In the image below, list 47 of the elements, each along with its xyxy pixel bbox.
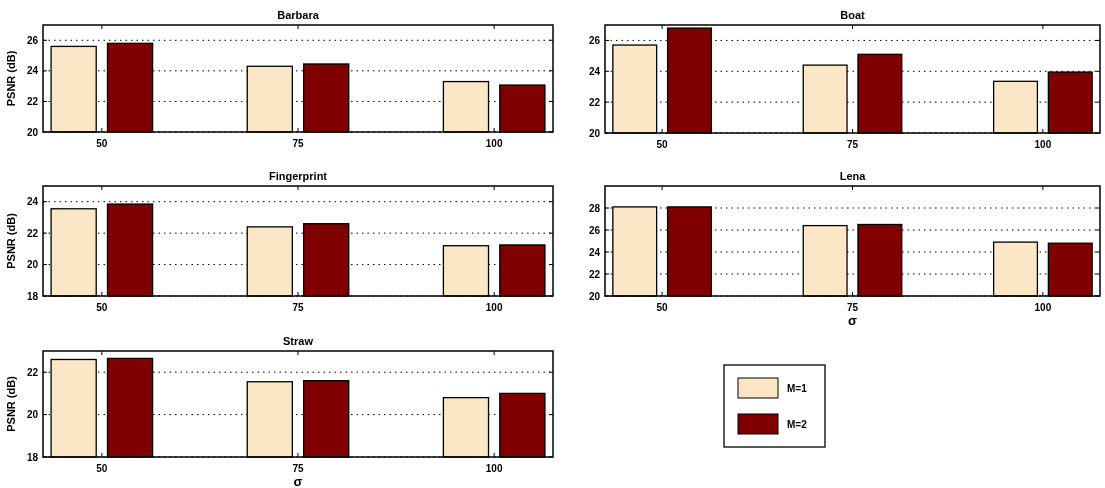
y-axis-title: PSNR (dB) [5, 50, 17, 107]
x-tick-label: 50 [96, 463, 108, 474]
y-tick-label: 22 [588, 96, 601, 108]
chart-title: Straw [283, 335, 314, 347]
y-tick-label: 22 [588, 268, 601, 280]
x-tick-label: 75 [292, 302, 304, 313]
chart-title: Lena [839, 170, 867, 182]
x-tick-label: 50 [96, 138, 108, 149]
x-tick-label: 75 [846, 302, 859, 313]
y-axis-title: PSNR (dB) [5, 375, 17, 432]
y-axis-title: PSNR (dB) [5, 212, 17, 269]
x-tick-label: 50 [656, 139, 669, 150]
x-tick-label: 100 [485, 463, 503, 474]
y-tick-label: 18 [26, 290, 39, 302]
y-tick-label: 26 [588, 224, 601, 236]
y-tick-label: 24 [26, 196, 39, 208]
x-axis-title: σ [848, 313, 858, 328]
x-tick-label: 50 [656, 302, 669, 313]
y-tick-label: 20 [588, 127, 601, 139]
x-tick-label: 75 [846, 139, 859, 150]
legend-label: M=1 [787, 382, 808, 394]
y-tick-label: 26 [26, 34, 39, 46]
chart-title: Boat [840, 9, 866, 21]
legend-label: M=2 [787, 418, 808, 430]
y-tick-label: 20 [26, 409, 39, 421]
y-tick-label: 20 [26, 126, 39, 138]
x-axis-title: σ [293, 474, 303, 488]
y-tick-label: 20 [588, 290, 601, 302]
x-tick-label: 100 [485, 138, 503, 149]
x-tick-label: 100 [485, 302, 503, 313]
y-tick-label: 18 [26, 451, 39, 463]
y-tick-label: 24 [26, 65, 39, 77]
y-tick-label: 22 [26, 366, 39, 378]
x-tick-label: 50 [96, 302, 108, 313]
y-tick-label: 26 [588, 34, 601, 46]
x-tick-label: 100 [1034, 302, 1052, 313]
x-tick-label: 75 [292, 463, 304, 474]
y-tick-label: 28 [588, 202, 601, 214]
y-tick-label: 20 [26, 259, 39, 271]
chart-title: Fingerprint [268, 170, 328, 182]
y-tick-label: 22 [26, 227, 39, 239]
x-tick-label: 100 [1034, 139, 1052, 150]
y-tick-label: 24 [588, 65, 601, 77]
chart-title: Barbara [277, 9, 320, 21]
x-tick-label: 75 [292, 138, 304, 149]
y-tick-label: 24 [588, 246, 601, 258]
y-tick-label: 22 [26, 95, 39, 107]
